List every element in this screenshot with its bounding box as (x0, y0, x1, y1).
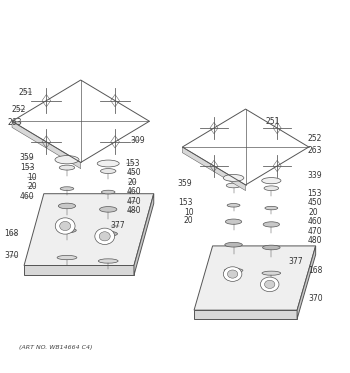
Text: 480: 480 (308, 236, 323, 245)
Text: 460: 460 (127, 187, 142, 196)
Text: 470: 470 (127, 197, 142, 206)
Ellipse shape (60, 187, 74, 191)
Ellipse shape (223, 267, 242, 281)
Text: 263: 263 (307, 146, 322, 155)
Ellipse shape (99, 207, 117, 212)
Polygon shape (12, 121, 81, 169)
Ellipse shape (99, 232, 110, 241)
Polygon shape (24, 266, 134, 275)
Text: 359: 359 (178, 179, 193, 188)
Ellipse shape (58, 203, 76, 209)
Ellipse shape (57, 256, 77, 260)
Ellipse shape (262, 271, 281, 275)
Text: (ART NO. WB14664 C4): (ART NO. WB14664 C4) (19, 345, 92, 350)
Polygon shape (297, 246, 316, 319)
Polygon shape (182, 147, 246, 191)
Ellipse shape (225, 242, 242, 247)
Ellipse shape (98, 259, 118, 263)
Text: 470: 470 (308, 227, 323, 236)
Ellipse shape (99, 231, 118, 236)
Text: 377: 377 (110, 222, 125, 231)
Ellipse shape (260, 277, 279, 292)
Text: 460: 460 (20, 192, 34, 201)
Text: 309: 309 (131, 136, 145, 145)
Text: 168: 168 (5, 229, 19, 238)
Text: 153: 153 (125, 159, 140, 167)
Text: 450: 450 (127, 168, 142, 177)
Text: 377: 377 (288, 257, 303, 266)
Ellipse shape (227, 204, 240, 207)
Ellipse shape (224, 269, 243, 272)
Ellipse shape (95, 228, 114, 244)
Ellipse shape (97, 160, 119, 167)
Text: 20: 20 (308, 208, 318, 217)
Text: 370: 370 (308, 294, 323, 303)
Ellipse shape (58, 228, 76, 233)
Text: 480: 480 (127, 206, 142, 215)
Text: 450: 450 (308, 198, 323, 207)
Ellipse shape (262, 245, 280, 250)
Text: 252: 252 (307, 134, 322, 143)
Text: 251: 251 (266, 117, 280, 126)
Text: 153: 153 (20, 163, 34, 172)
Ellipse shape (264, 186, 279, 191)
Text: 10: 10 (184, 208, 193, 217)
Text: 263: 263 (8, 119, 22, 128)
Ellipse shape (59, 165, 75, 170)
Text: 339: 339 (307, 171, 322, 180)
Ellipse shape (265, 206, 278, 210)
Text: 20: 20 (127, 178, 137, 186)
Polygon shape (194, 310, 297, 319)
Text: 251: 251 (18, 88, 33, 97)
Ellipse shape (265, 280, 275, 288)
Ellipse shape (223, 175, 244, 181)
Text: 252: 252 (12, 105, 26, 114)
Text: 10: 10 (27, 173, 37, 182)
Text: 168: 168 (308, 266, 322, 275)
Text: 359: 359 (20, 154, 34, 163)
Polygon shape (24, 194, 154, 266)
Polygon shape (134, 194, 154, 275)
Ellipse shape (262, 178, 281, 184)
Ellipse shape (228, 270, 238, 278)
Text: 460: 460 (308, 217, 323, 226)
Text: 20: 20 (27, 182, 37, 191)
Ellipse shape (55, 156, 79, 164)
Ellipse shape (102, 190, 115, 194)
Ellipse shape (100, 169, 116, 173)
Ellipse shape (60, 222, 71, 231)
Ellipse shape (226, 183, 241, 188)
Text: 370: 370 (4, 251, 19, 260)
Ellipse shape (55, 218, 75, 234)
Text: 20: 20 (184, 216, 193, 225)
Text: 153: 153 (178, 198, 193, 207)
Ellipse shape (225, 219, 242, 224)
Ellipse shape (263, 222, 280, 227)
Text: 153: 153 (307, 189, 322, 198)
Polygon shape (194, 246, 316, 310)
